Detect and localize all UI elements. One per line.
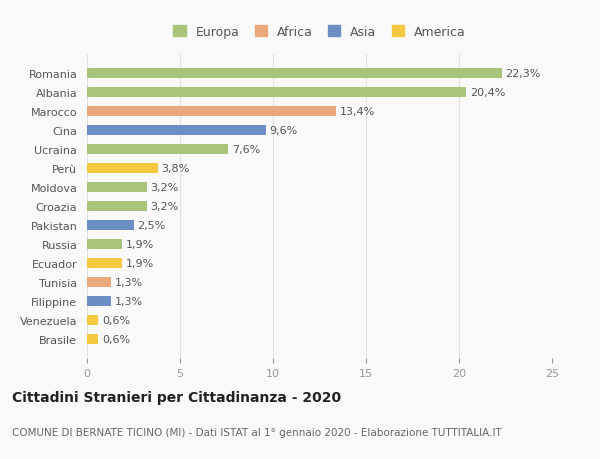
Text: 20,4%: 20,4% <box>470 88 506 98</box>
Legend: Europa, Africa, Asia, America: Europa, Africa, Asia, America <box>169 22 470 42</box>
Text: 7,6%: 7,6% <box>232 145 260 155</box>
Text: COMUNE DI BERNATE TICINO (MI) - Dati ISTAT al 1° gennaio 2020 - Elaborazione TUT: COMUNE DI BERNATE TICINO (MI) - Dati IST… <box>12 427 502 437</box>
Bar <box>87 106 336 117</box>
Text: Cittadini Stranieri per Cittadinanza - 2020: Cittadini Stranieri per Cittadinanza - 2… <box>12 390 341 404</box>
Bar <box>87 182 146 193</box>
Bar <box>87 220 133 231</box>
Text: 13,4%: 13,4% <box>340 107 375 117</box>
Text: 3,8%: 3,8% <box>161 164 190 174</box>
Text: 0,6%: 0,6% <box>102 334 130 344</box>
Bar <box>87 88 466 98</box>
Bar <box>87 202 146 212</box>
Bar <box>87 145 229 155</box>
Bar <box>87 334 98 344</box>
Text: 22,3%: 22,3% <box>506 69 541 79</box>
Bar <box>87 239 122 250</box>
Text: 2,5%: 2,5% <box>137 220 166 230</box>
Bar <box>87 258 122 269</box>
Bar <box>87 315 98 325</box>
Bar <box>87 296 111 307</box>
Text: 1,9%: 1,9% <box>126 240 154 249</box>
Text: 9,6%: 9,6% <box>269 126 298 136</box>
Text: 0,6%: 0,6% <box>102 315 130 325</box>
Text: 1,3%: 1,3% <box>115 296 143 306</box>
Text: 1,3%: 1,3% <box>115 277 143 287</box>
Text: 3,2%: 3,2% <box>150 183 178 193</box>
Bar <box>87 163 158 174</box>
Bar <box>87 277 111 287</box>
Text: 3,2%: 3,2% <box>150 202 178 212</box>
Bar <box>87 126 266 136</box>
Text: 1,9%: 1,9% <box>126 258 154 269</box>
Bar <box>87 69 502 79</box>
